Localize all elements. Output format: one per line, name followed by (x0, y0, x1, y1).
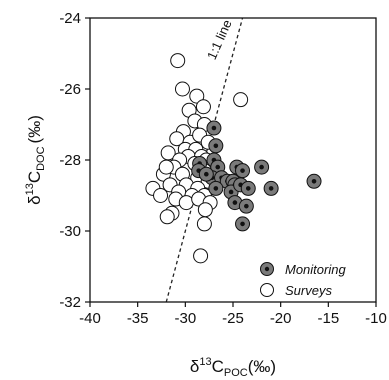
surveys-point (159, 209, 175, 225)
monitoring-point-dot (244, 203, 249, 209)
legend-monitoring-marker-dot (264, 266, 270, 272)
y-axis-title-element: C (25, 171, 44, 183)
reference-line-label: 1:1 line (204, 17, 235, 61)
y-tick-label: -24 (59, 10, 81, 27)
monitoring-point-dot (204, 171, 209, 177)
monitoring-point-dot (232, 200, 238, 205)
data-points (145, 53, 322, 264)
x-tick-label: -15 (317, 310, 339, 327)
x-tick-label: -20 (270, 310, 292, 327)
x-axis-title-delta: δ (190, 357, 199, 376)
y-axis-title-delta: δ (25, 195, 44, 204)
monitoring-point (238, 198, 254, 214)
surveys-point (233, 92, 249, 108)
legend-surveys-marker (260, 283, 274, 297)
x-tick-label: -30 (174, 310, 196, 327)
y-tick-label: -26 (59, 81, 81, 98)
monitoring-point-dot (240, 168, 245, 173)
x-tick-label: -35 (127, 310, 149, 327)
surveys-point (153, 188, 169, 203)
x-tick-label: -40 (79, 310, 101, 327)
monitoring-point-dot (211, 125, 217, 131)
surveys-point (195, 99, 211, 115)
monitoring-point-dot (228, 189, 234, 195)
y-axis-title: δ13CDOC (‰) (24, 115, 47, 205)
plot-frame (89, 17, 377, 303)
surveys-point (158, 159, 174, 175)
x-axis-title-superscript: 13 (199, 356, 211, 368)
monitoring-point (206, 120, 222, 136)
monitoring-point-dot (311, 179, 317, 184)
legend-monitoring-label: Monitoring (285, 262, 346, 277)
x-axis-title-unit: (‰) (248, 357, 276, 376)
monitoring-point-dot (213, 143, 219, 149)
monitoring-point (263, 180, 279, 196)
y-axis-title-superscript: 13 (24, 183, 36, 195)
monitoring-point (235, 216, 251, 232)
y-tick-label: -30 (59, 223, 81, 240)
y-tick-label: -32 (59, 294, 81, 311)
monitoring-point-dot (245, 186, 251, 191)
monitoring-point (208, 138, 224, 154)
x-axis-title-element: C (212, 357, 224, 376)
surveys-point (174, 81, 190, 97)
y-tick-label: -28 (59, 152, 81, 169)
surveys-point (178, 195, 194, 211)
x-tick-label: -25 (222, 310, 244, 327)
axes: -40 -35 -30 -25 -20 -15 -10 -24 -26 -28 -30 -32 (59, 10, 387, 327)
y-axis-title-subscript: DOC (35, 146, 47, 171)
x-tick-label: -10 (365, 310, 387, 327)
x-axis-title-subscript: POC (224, 367, 248, 379)
surveys-point (189, 88, 205, 104)
monitoring-point-dot (240, 221, 245, 227)
monitoring-point-dot (213, 186, 219, 191)
surveys-point (197, 202, 213, 218)
legend-surveys-label: Surveys (285, 283, 332, 298)
x-axis-title: δ13CPOC(‰) (190, 356, 276, 379)
monitoring-point (254, 159, 270, 175)
monitoring-point (198, 166, 214, 182)
surveys-point (193, 248, 209, 264)
monitoring-point (208, 180, 224, 196)
monitoring-point-dot (215, 164, 221, 170)
monitoring-point-dot (268, 186, 274, 191)
monitoring-point (227, 195, 243, 211)
surveys-point (170, 53, 186, 69)
monitoring-point (240, 180, 256, 196)
legend: Monitoring Surveys (260, 262, 346, 298)
surveys-point (196, 216, 212, 232)
monitoring-point (235, 163, 251, 179)
monitoring-point (306, 173, 322, 189)
monitoring-point-dot (259, 164, 264, 170)
y-axis-title-unit: (‰) (25, 115, 44, 143)
